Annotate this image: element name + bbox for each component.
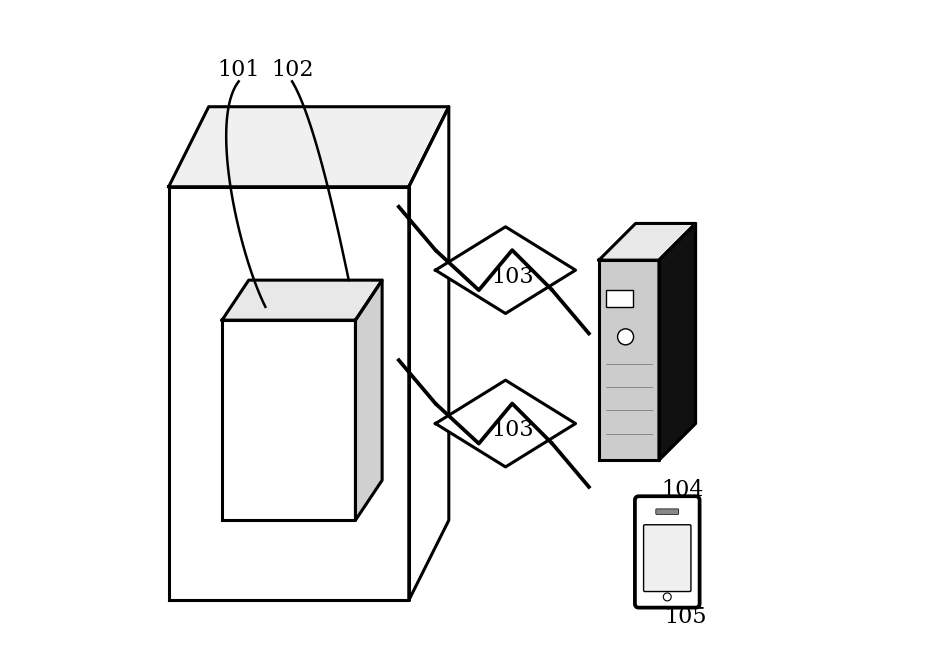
Polygon shape	[409, 107, 449, 600]
Polygon shape	[222, 280, 382, 320]
Polygon shape	[599, 223, 695, 260]
Polygon shape	[659, 223, 695, 460]
FancyBboxPatch shape	[644, 525, 691, 592]
Circle shape	[617, 329, 633, 345]
Text: 103: 103	[491, 266, 534, 287]
Polygon shape	[436, 380, 575, 467]
FancyBboxPatch shape	[656, 509, 679, 514]
Polygon shape	[168, 107, 449, 187]
Polygon shape	[222, 320, 356, 520]
Polygon shape	[356, 280, 382, 520]
Text: 101: 101	[218, 59, 260, 81]
Text: 104: 104	[661, 480, 704, 501]
Bar	[606, 290, 632, 307]
Polygon shape	[599, 260, 659, 460]
Polygon shape	[436, 227, 575, 313]
Text: 102: 102	[271, 59, 313, 81]
Circle shape	[663, 593, 671, 601]
Text: 103: 103	[491, 420, 534, 441]
Text: 105: 105	[665, 606, 707, 628]
Polygon shape	[168, 187, 409, 600]
FancyBboxPatch shape	[635, 496, 700, 608]
